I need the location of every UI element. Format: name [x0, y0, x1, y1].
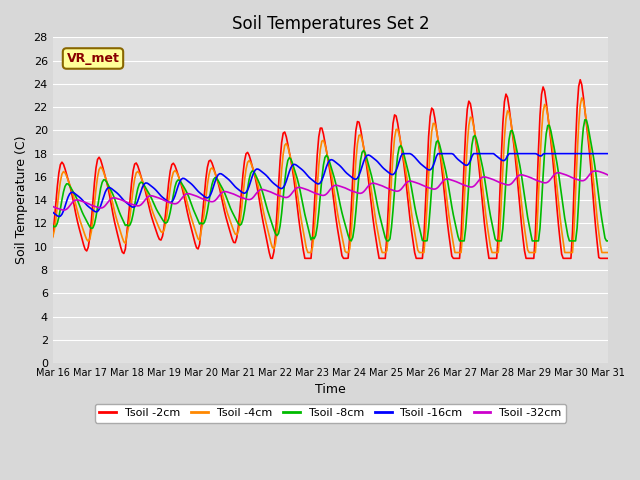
Legend: Tsoil -2cm, Tsoil -4cm, Tsoil -8cm, Tsoil -16cm, Tsoil -32cm: Tsoil -2cm, Tsoil -4cm, Tsoil -8cm, Tsoi…: [95, 404, 566, 422]
Text: VR_met: VR_met: [67, 52, 120, 65]
Title: Soil Temperatures Set 2: Soil Temperatures Set 2: [232, 15, 429, 33]
Y-axis label: Soil Temperature (C): Soil Temperature (C): [15, 136, 28, 264]
X-axis label: Time: Time: [315, 384, 346, 396]
